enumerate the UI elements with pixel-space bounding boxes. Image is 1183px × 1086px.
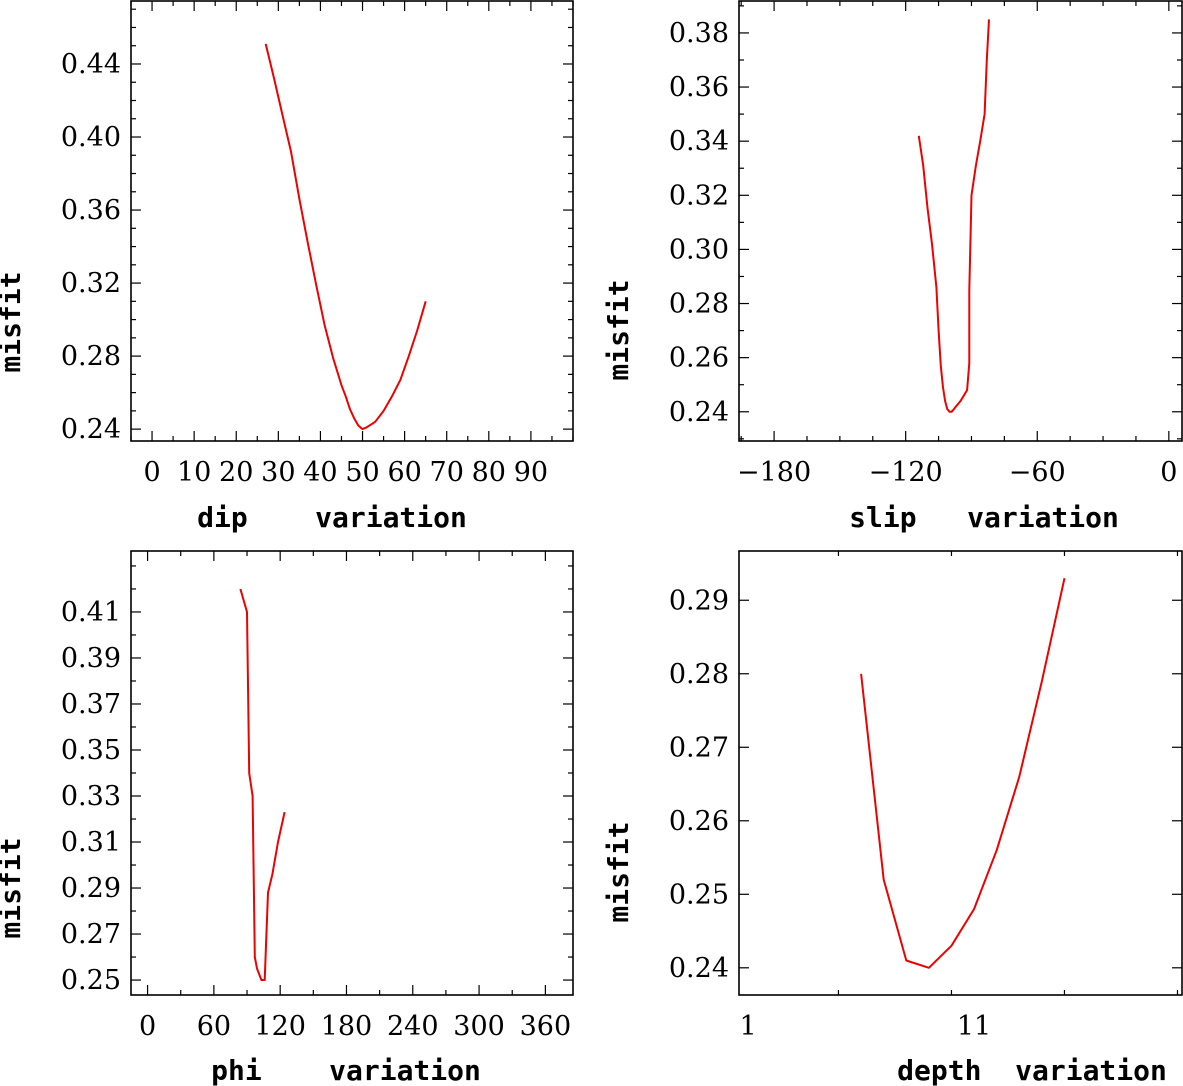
x-tick-label: 30 — [261, 457, 295, 488]
x-tick-label: 11 — [957, 1011, 991, 1042]
x-tick-label: −60 — [1009, 457, 1066, 488]
y-tick-label: 0.25 — [61, 965, 121, 996]
x-tick-label: −120 — [869, 457, 943, 488]
y-tick-label: 0.29 — [669, 585, 729, 616]
y-tick-label: 0.30 — [669, 234, 729, 265]
x-tick-label: 50 — [345, 457, 379, 488]
y-tick-label: 0.28 — [669, 659, 729, 690]
x-tick-label: 1 — [739, 1011, 756, 1042]
y-tick-label: 0.37 — [61, 689, 121, 720]
y-tick-label: 0.26 — [669, 806, 729, 837]
y-tick-label: 0.28 — [669, 289, 729, 320]
plot-frame — [130, 0, 574, 442]
y-tick-label: 0.38 — [669, 18, 729, 49]
x-tick-label: 360 — [520, 1011, 572, 1042]
misfit-curve — [917, 19, 990, 413]
y-tick-label: 0.29 — [61, 873, 121, 904]
y-tick-label: 0.36 — [61, 195, 121, 226]
x-tick-label: 300 — [453, 1011, 505, 1042]
misfit-curve — [264, 43, 427, 431]
x-tick-label: −180 — [737, 457, 811, 488]
x-axis-label: phi variation — [211, 1054, 481, 1086]
x-tick-label: 120 — [254, 1011, 306, 1042]
x-tick-label: 0 — [1160, 457, 1177, 488]
y-tick-label: 0.31 — [61, 827, 121, 858]
x-tick-label: 10 — [177, 457, 211, 488]
y-axis-label: misfit — [602, 821, 635, 922]
y-tick-label: 0.41 — [61, 597, 121, 628]
x-tick-label: 60 — [197, 1011, 231, 1042]
x-tick-label: 20 — [219, 457, 253, 488]
plot-frame — [738, 550, 1183, 996]
x-tick-label: 80 — [472, 457, 506, 488]
y-axis-label: misfit — [0, 837, 27, 938]
y-tick-label: 0.28 — [61, 341, 121, 372]
x-tick-label: 180 — [321, 1011, 373, 1042]
y-tick-label: 0.27 — [669, 732, 729, 763]
y-tick-label: 0.26 — [669, 343, 729, 374]
x-axis-label: slip variation — [849, 501, 1119, 534]
y-tick-label: 0.34 — [669, 126, 729, 157]
y-tick-label: 0.32 — [669, 180, 729, 211]
panel-phi-variation: 0 60 120 180 240 300 360 0.25 0.27 0.29 0.31 0.33 0.… — [0, 550, 574, 1086]
y-tick-label: 0.40 — [61, 122, 121, 153]
misfit-curve — [860, 577, 1066, 969]
x-tick-label: 90 — [514, 457, 548, 488]
plot-frame — [738, 0, 1183, 442]
x-tick-label: 0 — [143, 457, 160, 488]
y-tick-label: 0.36 — [669, 72, 729, 103]
misfit-curve — [239, 588, 286, 981]
y-tick-label: 0.24 — [669, 397, 729, 428]
panel-slip-variation: −180 −120 −60 0 0.24 0.26 0.28 0.30 0.32 0.34 0.36… — [602, 0, 1183, 534]
y-tick-label: 0.39 — [61, 643, 121, 674]
x-tick-label: 60 — [387, 457, 421, 488]
x-axis-label: dip variation — [197, 501, 467, 534]
y-tick-label: 0.27 — [61, 919, 121, 950]
x-tick-label: 40 — [303, 457, 337, 488]
panel-dip-variation: 0 10 20 30 40 50 60 70 80 90 0.24 0.28 0.32 0.36 0.40 0… — [0, 0, 574, 534]
plot-frame — [130, 550, 574, 996]
x-tick-label: 0 — [139, 1011, 156, 1042]
y-tick-label: 0.24 — [669, 953, 729, 984]
y-tick-label: 0.33 — [61, 781, 121, 812]
y-tick-label: 0.25 — [669, 879, 729, 910]
y-axis-label: misfit — [602, 279, 635, 380]
y-axis-label: misfit — [0, 271, 27, 372]
x-axis-label: depth variation — [897, 1054, 1167, 1086]
y-tick-label: 0.32 — [61, 268, 121, 299]
x-tick-label: 240 — [387, 1011, 439, 1042]
y-tick-label: 0.44 — [61, 49, 121, 80]
y-tick-label: 0.35 — [61, 735, 121, 766]
x-tick-label: 70 — [430, 457, 464, 488]
y-tick-label: 0.24 — [61, 414, 121, 445]
